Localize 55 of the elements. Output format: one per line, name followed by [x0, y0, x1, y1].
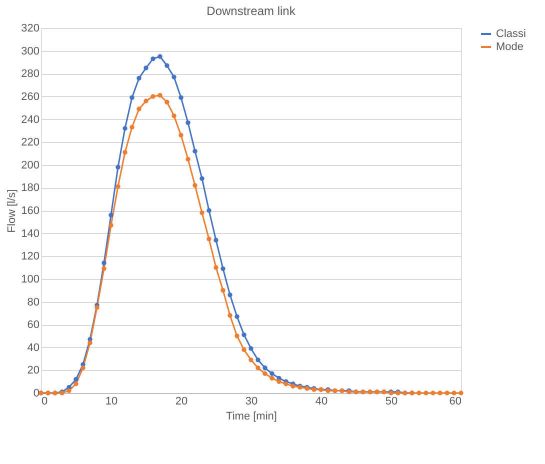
point [242, 332, 246, 338]
y-tick-label: 60 [27, 319, 40, 332]
point [108, 212, 114, 218]
y-tick-label: 260 [21, 90, 40, 103]
x-tick-label: 10 [105, 396, 118, 408]
point [130, 95, 134, 100]
x-tick-label: 40 [315, 396, 328, 408]
y-tick-label: 160 [21, 205, 40, 217]
point [158, 54, 162, 59]
point [74, 376, 78, 382]
point [214, 238, 218, 242]
y-tick-label: 220 [21, 136, 40, 149]
point [122, 126, 128, 131]
x-axis-title: Time [min] [226, 410, 277, 422]
y-tick-label: 100 [21, 273, 40, 286]
y-tick-label: 200 [21, 159, 40, 172]
y-tick-label: 0 [33, 388, 40, 400]
point [228, 292, 232, 298]
point [248, 346, 254, 351]
point [220, 266, 226, 272]
point [136, 76, 142, 81]
point [270, 371, 274, 376]
legend-label: Mode [496, 41, 524, 53]
point [200, 176, 204, 181]
point [256, 358, 260, 362]
y-tick-label: 280 [21, 68, 40, 80]
point [172, 74, 176, 80]
point [178, 95, 184, 100]
point [102, 260, 106, 266]
x-tick-label: 0 [42, 396, 48, 408]
x-tick-label: 20 [175, 396, 188, 408]
point [144, 66, 148, 70]
y-tick-label: 40 [27, 342, 40, 354]
y-tick-label: 300 [21, 45, 40, 58]
y-axis-title: Flow [l/s] [6, 189, 18, 233]
point [116, 164, 120, 170]
point [150, 56, 156, 62]
y-tick-label: 120 [21, 250, 40, 263]
y-tick-label: 240 [21, 114, 40, 126]
x-tick-label: 50 [385, 396, 398, 408]
chart-title: Downstream link [206, 4, 296, 18]
x-tick-label: 60 [449, 396, 462, 408]
y-tick-label: 140 [21, 228, 40, 240]
point [234, 314, 240, 319]
point [206, 208, 212, 213]
y-tick-label: 180 [21, 182, 40, 194]
legend-label: Classi [496, 28, 526, 40]
point [186, 120, 190, 126]
point [262, 366, 268, 370]
y-tick-label: 80 [27, 296, 40, 308]
point [164, 63, 170, 68]
y-tick-label: 320 [21, 22, 40, 34]
y-tick-label: 20 [27, 364, 40, 377]
x-tick-label: 30 [245, 396, 258, 408]
point [192, 148, 198, 154]
